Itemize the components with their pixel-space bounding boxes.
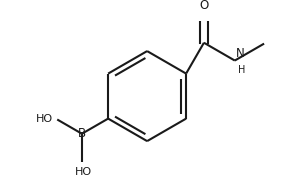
Text: B: B xyxy=(78,127,86,140)
Text: HO: HO xyxy=(75,167,92,177)
Text: HO: HO xyxy=(35,114,52,124)
Text: N: N xyxy=(236,47,244,60)
Text: O: O xyxy=(199,0,209,12)
Text: H: H xyxy=(238,65,245,75)
